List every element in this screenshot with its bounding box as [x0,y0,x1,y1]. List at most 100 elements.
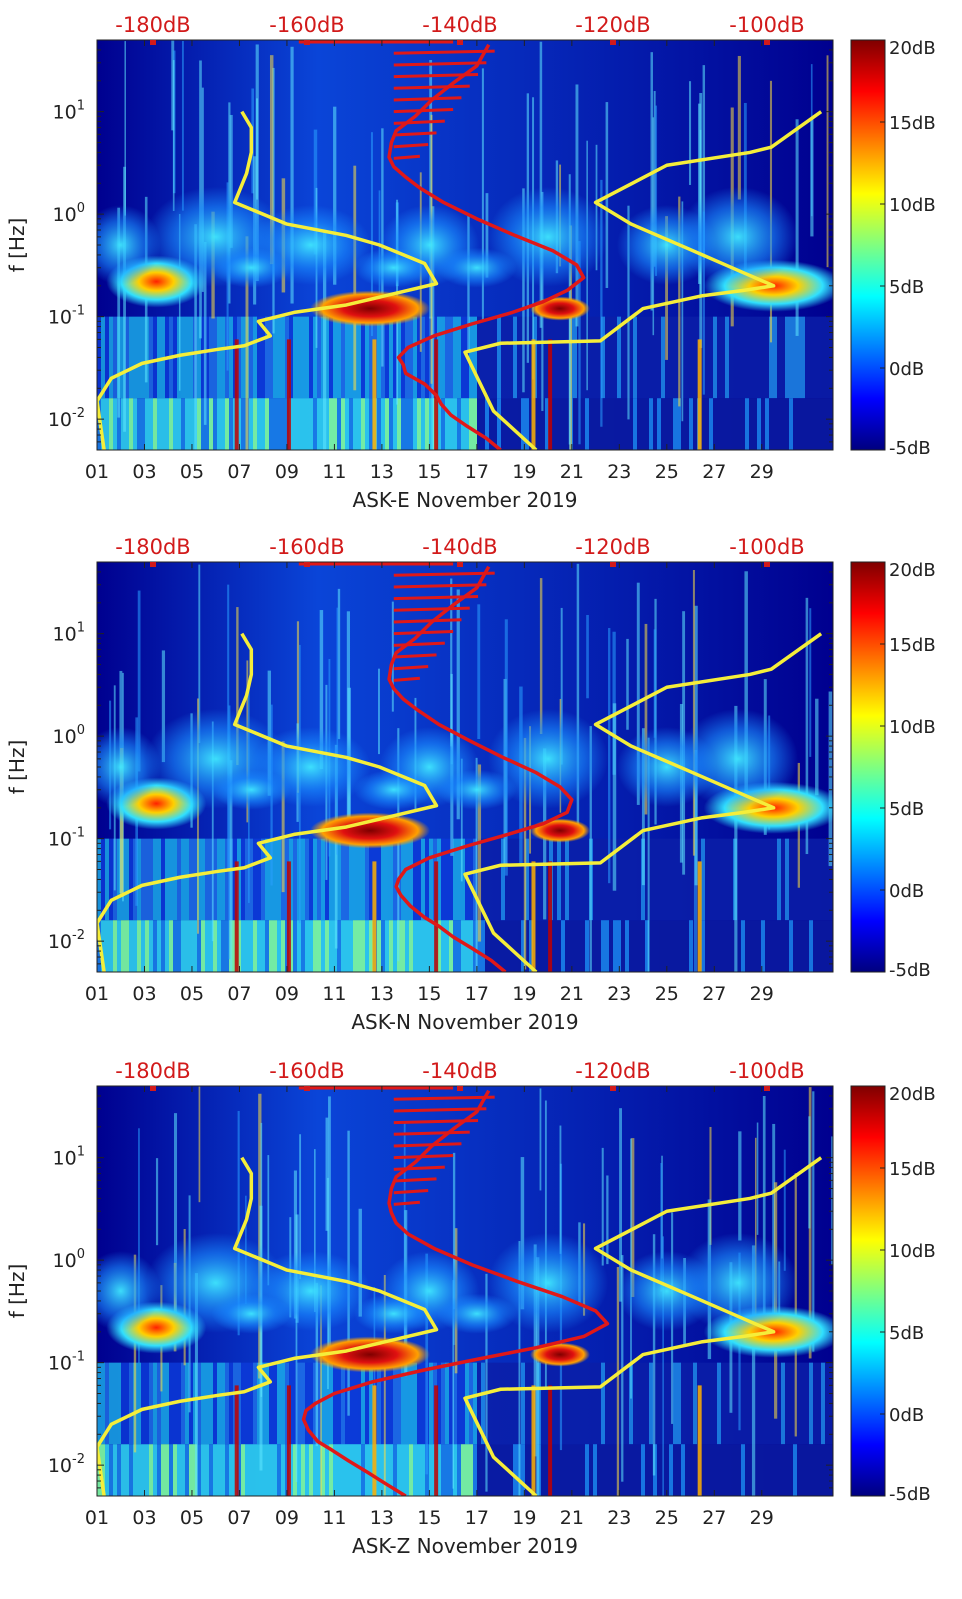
heatmap-cell [213,398,217,450]
heatmap-cell [377,316,381,399]
heatmap-cell [337,920,341,972]
heatmap-cell [349,1362,353,1445]
heatmap-cell [217,1362,221,1445]
heatmap-cell [385,316,389,399]
heatmap-cell [165,920,169,972]
red-noise-spike [393,107,454,114]
heatmap-cell [633,1362,637,1445]
red-noise-spike [393,571,495,577]
heatmap-cell [177,398,181,450]
heatmap-cell [241,1444,245,1496]
heatmap-blob [211,769,292,810]
heatmap-cell [277,838,281,921]
heatmap-cell [513,1444,517,1496]
x-tick-label: 15 [417,983,441,1005]
heatmap-cell [249,920,253,972]
heatmap-cell [765,838,769,921]
heatmap-cell [389,1444,393,1496]
x-tick-label: 09 [275,1507,299,1529]
heatmap-cell [121,920,125,972]
heatmap-cell [337,838,341,921]
heatmap-blob [488,708,609,809]
heatmap-cell [389,398,393,450]
heatmap-cell [105,838,109,921]
heatmap-cell [129,838,133,921]
heatmap-cell [565,920,569,972]
heatmap-cell [593,838,597,921]
heatmap-cell [577,1444,581,1496]
heatmap-cell [365,316,369,399]
heatmap-cell [109,920,113,972]
heatmap-cell [393,398,397,450]
heatmap-cell [337,398,341,450]
heatmap-cell [405,398,409,450]
heatmap-cell [125,316,129,399]
heatmap-cell [405,838,409,921]
heatmap-cell [265,1362,269,1445]
heatmap-cell [133,316,137,399]
heatmap-cell [205,398,209,450]
y-tick-label: 100 [53,201,85,226]
heatmap-cell [505,838,509,921]
heatmap-cell [405,920,409,972]
heatmap-cell [617,920,621,972]
heatmap-cell [145,398,149,450]
heatmap-cell [529,1444,533,1496]
heatmap-cell [413,920,417,972]
heatmap-cell [801,316,805,399]
heatmap-cell [385,920,389,972]
heatmap-cell [393,920,397,972]
heatmap-streak [751,1245,756,1496]
heatmap-cell [805,1362,809,1445]
heatmap-cell [529,920,533,972]
heatmap-cell [493,838,497,921]
heatmap-cell [609,398,613,450]
top-db-tick-label: -160dB [269,13,344,37]
heatmap-cell [561,1362,565,1445]
heatmap-cell [649,1444,653,1496]
heatmap-cell [525,920,529,972]
heatmap-streak [481,68,484,322]
heatmap-cell [801,1444,805,1496]
heatmap-cell [565,1444,569,1496]
heatmap-cell [113,398,117,450]
x-tick-label: 13 [370,461,394,483]
heatmap-streak [688,81,692,185]
heatmap-streak [812,1091,815,1352]
heatmap-cell [333,398,337,450]
x-tick-label: 05 [180,461,204,483]
heatmap-cell [493,316,497,399]
heatmap-cell [313,1444,317,1496]
heatmap-streak [616,1267,620,1496]
heatmap-cell [813,920,817,972]
heatmap-cell [701,920,705,972]
heatmap-cell [817,838,821,921]
heatmap-cell [305,398,309,450]
heatmap-cell [521,838,525,921]
heatmap-cell [497,920,501,972]
heatmap-cell [761,1444,765,1496]
heatmap-cell [605,1362,609,1445]
heatmap-cell [537,838,541,921]
heatmap-cell [241,1362,245,1445]
heatmap-cell [313,316,317,399]
x-tick-label: 03 [132,461,156,483]
heatmap-cell [277,316,281,399]
heatmap-cell [105,1362,109,1445]
top-db-tick [150,40,156,45]
heatmap-cell [745,920,749,972]
heatmap-cell [481,838,485,921]
heatmap-cell [481,1444,485,1496]
heatmap-cell [705,1362,709,1445]
heatmap-blob [97,1251,161,1331]
heatmap-cell [733,316,737,399]
heatmap-cell [593,398,597,450]
top-db-tick-label: -180dB [115,13,190,37]
heatmap-cell [425,838,429,921]
heatmap-cell [397,398,401,450]
heatmap-streak [681,201,684,422]
heatmap-cell [645,838,649,921]
heatmap-streak [665,216,669,360]
heatmap-cell [109,398,113,450]
heatmap-cell [741,1444,745,1496]
